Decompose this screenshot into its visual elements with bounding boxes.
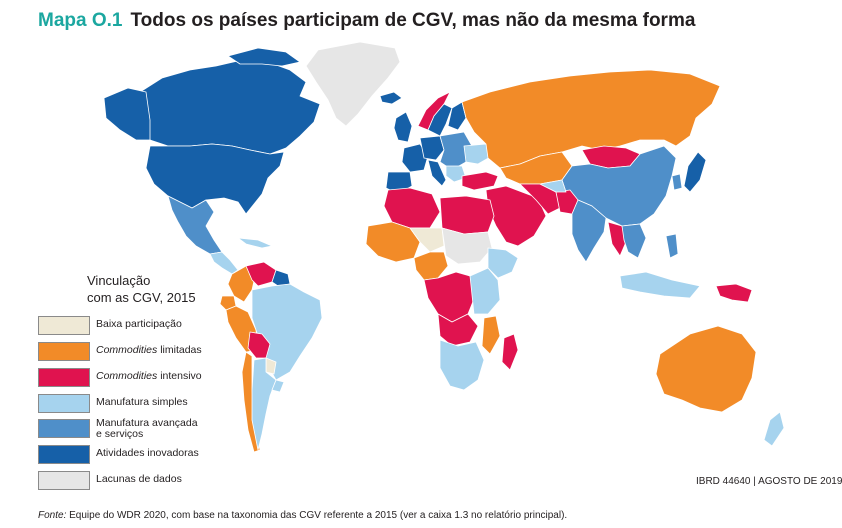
alaska <box>103 87 151 141</box>
korea <box>671 173 683 191</box>
source-label: Fonte: <box>38 510 67 521</box>
myanmar <box>607 221 627 257</box>
angola-zambia <box>437 313 479 347</box>
legend-label: Lacunas de dados <box>96 473 182 485</box>
map-title: Mapa O.1 Todos os países participam de CG… <box>38 10 695 32</box>
legend-label: Baixa participação <box>96 318 182 330</box>
legend-swatch <box>38 342 90 361</box>
italy <box>427 159 447 187</box>
united-states <box>145 143 285 215</box>
legend-swatch <box>38 445 90 464</box>
map-number: Mapa O.1 <box>38 10 123 31</box>
united-kingdom <box>393 111 413 143</box>
madagascar <box>501 333 519 371</box>
source-note: Fonte: Equipe do WDR 2020, com base na t… <box>38 510 567 521</box>
central-america <box>209 251 239 275</box>
legend-title: Vinculação com as CGV, 2015 <box>87 272 196 306</box>
papua-new-guinea <box>715 283 753 303</box>
australia <box>655 325 757 413</box>
legend-swatch <box>38 394 90 413</box>
legend-title-line2: com as CGV, 2015 <box>87 290 196 305</box>
new-zealand <box>763 411 785 447</box>
india <box>571 199 607 263</box>
legend-swatch <box>38 419 90 438</box>
canada <box>139 59 321 155</box>
germany-benelux <box>419 135 445 161</box>
mali-niger <box>409 227 445 253</box>
canada-arctic-islands <box>227 47 301 67</box>
indonesia <box>619 271 701 299</box>
legend-label: Manufatura avançada e serviços <box>96 418 198 440</box>
libya-egypt <box>439 195 495 235</box>
legend-label: Atividades inovadoras <box>96 447 199 459</box>
legend-title-line1: Vinculação <box>87 273 151 288</box>
thailand-vietnam <box>621 223 647 259</box>
turkey <box>461 171 499 191</box>
finland <box>447 101 467 131</box>
legend-label: Commodities limitadas <box>96 345 202 356</box>
argentina <box>251 357 277 451</box>
legend-label-line2: e serviços <box>96 428 144 440</box>
greenland <box>305 41 401 127</box>
uruguay <box>271 379 285 393</box>
balkans <box>445 165 467 183</box>
japan <box>683 151 707 193</box>
central-africa <box>423 271 477 323</box>
central-asia <box>539 179 567 193</box>
legend-label: Manufatura simples <box>96 396 188 408</box>
mozambique <box>481 315 501 355</box>
legend-swatch <box>38 316 90 335</box>
legend-swatch <box>38 368 90 387</box>
philippines <box>665 233 679 259</box>
france <box>401 143 429 173</box>
mexico <box>167 195 223 255</box>
ukraine <box>463 143 493 165</box>
nigeria <box>413 251 449 281</box>
legend-label-italic: Commodities <box>96 344 158 356</box>
caribbean <box>237 237 273 249</box>
source-text: Equipe do WDR 2020, com base na taxonomi… <box>66 510 568 521</box>
map-title-text: Todos os países participam de CGV, mas n… <box>130 10 696 31</box>
legend-label-italic: Commodities <box>96 370 158 382</box>
chad-sudan <box>441 227 493 265</box>
russia <box>461 69 721 169</box>
legend-swatch <box>38 471 90 490</box>
chile <box>241 351 261 453</box>
iceland <box>379 91 403 105</box>
middle-east <box>485 185 547 247</box>
east-africa <box>469 267 501 315</box>
ibrd-code: IBRD 44640 | AGOSTO DE 2019 <box>696 476 842 487</box>
legend-label: Commodities intensivo <box>96 371 202 382</box>
legend-label-rest: limitadas <box>157 344 202 356</box>
legend-label-rest: intensivo <box>157 370 202 382</box>
southern-africa <box>439 339 485 391</box>
legend-label-line1: Manufatura avançada <box>96 417 198 429</box>
world-map <box>103 41 785 453</box>
